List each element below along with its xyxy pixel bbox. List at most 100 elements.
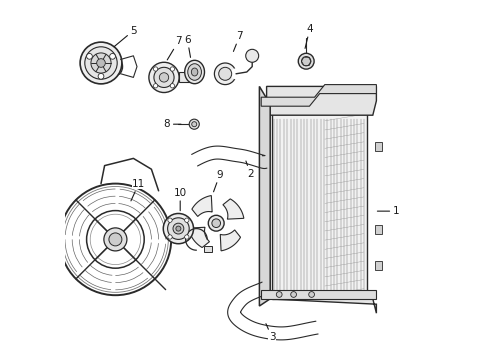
- Polygon shape: [279, 327, 281, 340]
- Polygon shape: [243, 150, 246, 163]
- Polygon shape: [313, 321, 317, 334]
- Polygon shape: [232, 314, 243, 324]
- Polygon shape: [241, 291, 249, 302]
- Polygon shape: [216, 146, 217, 159]
- Ellipse shape: [185, 60, 204, 84]
- Bar: [179, 72, 194, 82]
- Polygon shape: [220, 230, 241, 251]
- Polygon shape: [241, 150, 244, 162]
- Polygon shape: [264, 156, 265, 168]
- Polygon shape: [242, 150, 246, 163]
- Polygon shape: [267, 326, 270, 339]
- Polygon shape: [199, 150, 205, 163]
- Circle shape: [291, 292, 296, 297]
- Circle shape: [153, 67, 158, 71]
- Polygon shape: [244, 290, 251, 301]
- Bar: [204, 246, 212, 252]
- Polygon shape: [256, 284, 261, 297]
- Polygon shape: [202, 149, 208, 161]
- Polygon shape: [221, 147, 224, 159]
- Polygon shape: [192, 154, 198, 166]
- Polygon shape: [278, 327, 280, 340]
- Polygon shape: [294, 325, 298, 338]
- Polygon shape: [301, 324, 305, 337]
- Polygon shape: [228, 309, 241, 312]
- Polygon shape: [230, 303, 242, 310]
- Polygon shape: [285, 327, 287, 340]
- Polygon shape: [244, 150, 247, 163]
- Polygon shape: [260, 155, 264, 168]
- Polygon shape: [249, 322, 256, 335]
- Circle shape: [176, 226, 181, 231]
- Polygon shape: [259, 155, 263, 167]
- Polygon shape: [267, 299, 376, 313]
- Polygon shape: [234, 315, 244, 326]
- Polygon shape: [217, 146, 218, 159]
- Polygon shape: [274, 327, 277, 340]
- Polygon shape: [262, 156, 265, 168]
- Bar: [375, 261, 382, 270]
- Circle shape: [301, 57, 311, 66]
- Circle shape: [170, 84, 174, 88]
- Polygon shape: [240, 149, 242, 162]
- Circle shape: [245, 49, 259, 62]
- Text: 3: 3: [266, 324, 275, 342]
- Polygon shape: [271, 326, 274, 339]
- Polygon shape: [238, 293, 247, 304]
- Polygon shape: [257, 154, 262, 167]
- Polygon shape: [263, 156, 267, 168]
- Polygon shape: [267, 86, 376, 115]
- Polygon shape: [241, 319, 249, 331]
- Polygon shape: [230, 148, 233, 161]
- Polygon shape: [228, 311, 241, 313]
- Polygon shape: [289, 326, 292, 339]
- Polygon shape: [235, 296, 245, 306]
- Polygon shape: [239, 149, 242, 162]
- Polygon shape: [291, 326, 294, 339]
- Polygon shape: [228, 312, 241, 315]
- Polygon shape: [237, 149, 239, 162]
- Polygon shape: [256, 154, 260, 167]
- Polygon shape: [263, 156, 265, 168]
- Polygon shape: [259, 86, 270, 306]
- Polygon shape: [248, 152, 252, 164]
- Polygon shape: [255, 324, 260, 337]
- Polygon shape: [251, 286, 257, 298]
- Polygon shape: [227, 148, 230, 160]
- Polygon shape: [203, 149, 208, 161]
- Polygon shape: [229, 312, 241, 320]
- Polygon shape: [222, 147, 225, 159]
- Circle shape: [80, 42, 122, 84]
- Polygon shape: [251, 153, 256, 165]
- Text: 7: 7: [233, 31, 243, 51]
- Polygon shape: [261, 85, 376, 106]
- Polygon shape: [250, 152, 255, 165]
- Circle shape: [168, 218, 172, 222]
- Polygon shape: [200, 150, 206, 162]
- Polygon shape: [260, 155, 264, 168]
- Polygon shape: [218, 146, 219, 159]
- Polygon shape: [253, 285, 259, 298]
- Circle shape: [215, 63, 236, 85]
- Circle shape: [168, 218, 189, 239]
- Polygon shape: [303, 324, 307, 337]
- Polygon shape: [244, 320, 251, 332]
- Circle shape: [60, 184, 171, 295]
- Polygon shape: [259, 283, 264, 296]
- Polygon shape: [226, 147, 230, 160]
- Polygon shape: [297, 325, 301, 338]
- Circle shape: [309, 292, 315, 297]
- Polygon shape: [224, 147, 227, 160]
- Circle shape: [170, 67, 174, 71]
- Polygon shape: [196, 152, 202, 164]
- Polygon shape: [209, 147, 213, 160]
- Polygon shape: [197, 152, 203, 163]
- Polygon shape: [252, 153, 257, 166]
- Polygon shape: [204, 148, 209, 161]
- Circle shape: [97, 59, 105, 67]
- Circle shape: [90, 214, 141, 265]
- Polygon shape: [230, 148, 233, 161]
- Circle shape: [87, 54, 92, 59]
- Polygon shape: [247, 321, 254, 334]
- Polygon shape: [193, 153, 199, 165]
